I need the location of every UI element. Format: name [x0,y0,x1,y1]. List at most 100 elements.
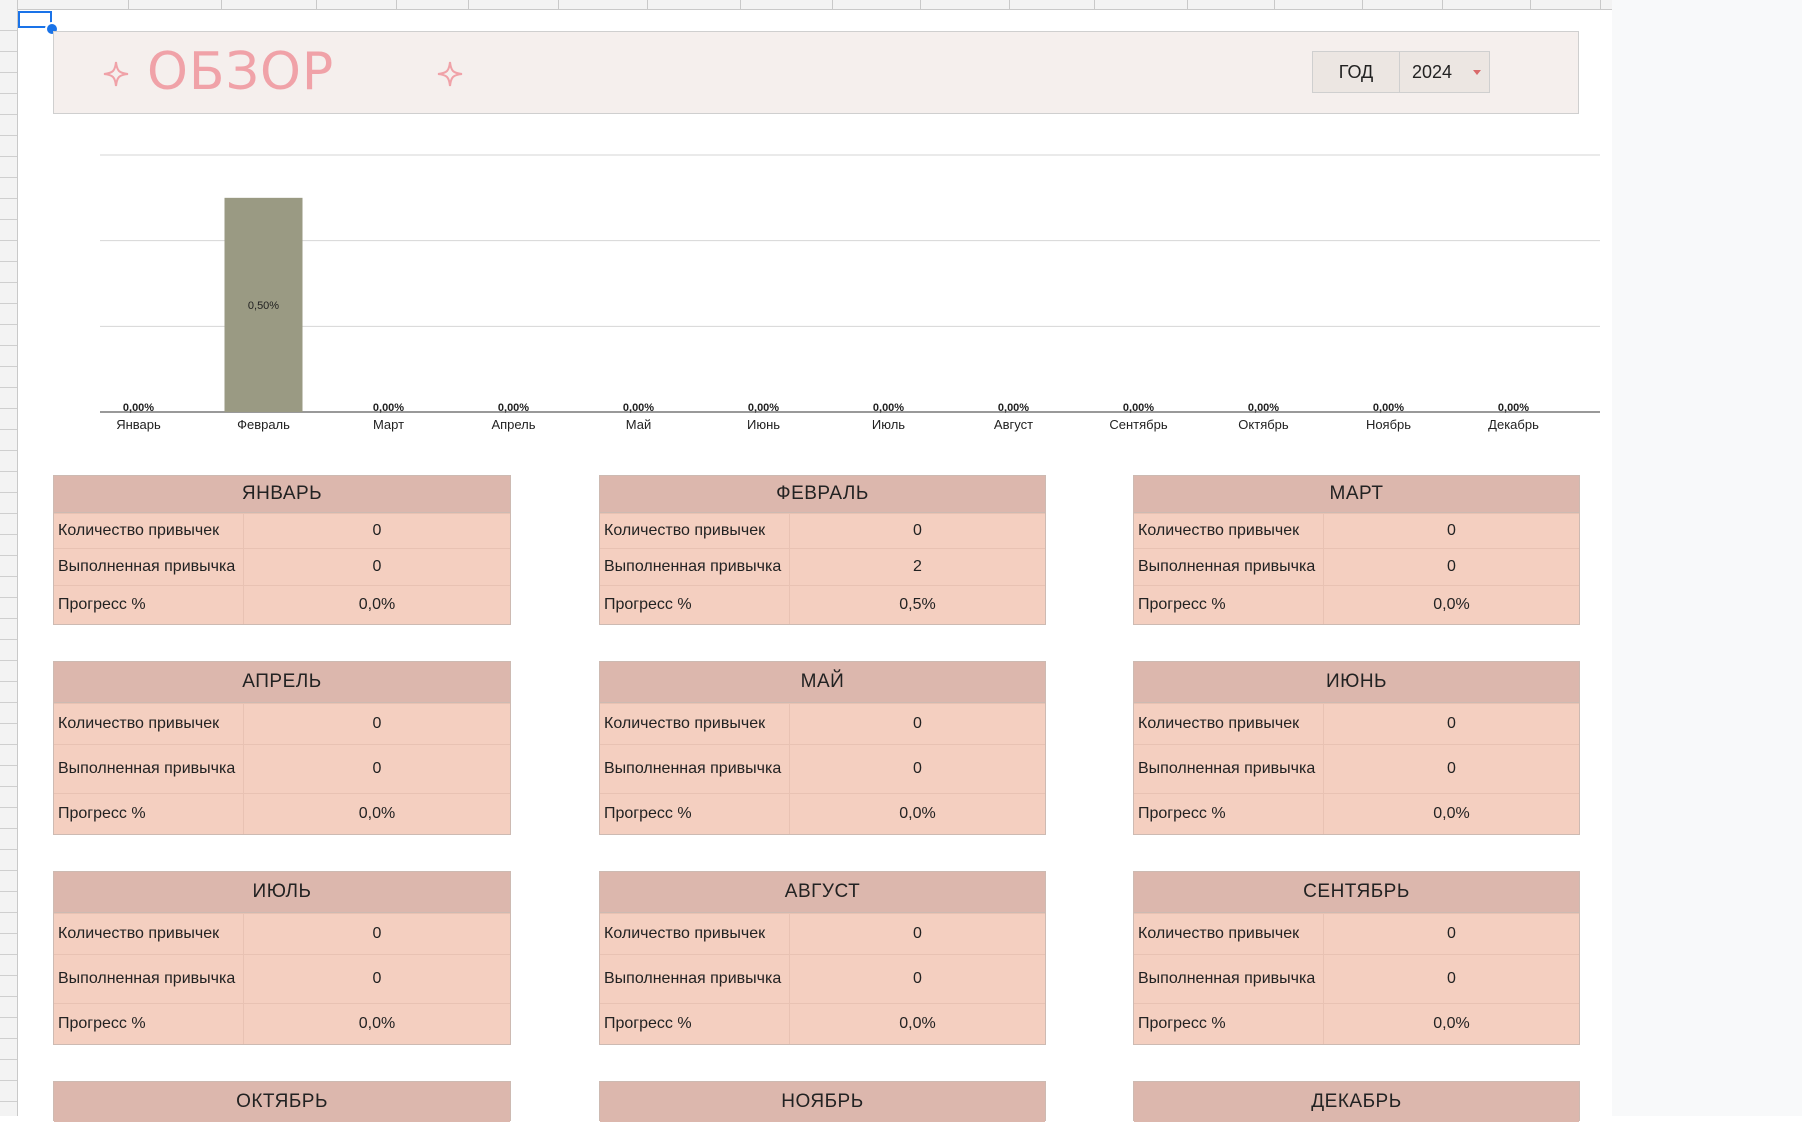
selected-cell[interactable] [18,11,52,28]
habits-count-value[interactable]: 0 [913,925,922,942]
month-row-done-count: Выполненная привычка 0 [1134,954,1579,1003]
habits-count-label: Количество привычек [1134,914,1324,954]
month-card-10: ОКТЯБРЬ [53,1081,511,1122]
done-count-label: Выполненная привычка [600,549,790,585]
month-title: СЕНТЯБРЬ [1134,872,1579,913]
chevron-down-icon[interactable] [1473,70,1481,75]
month-row-progress-percent: Прогресс % 0,0% [600,1003,1045,1044]
data-label: 0,00% [1498,402,1529,414]
month-title: ДЕКАБРЬ [1134,1082,1579,1122]
year-label: ГОД [1312,51,1400,93]
progress-percent-label: Прогресс % [54,586,244,624]
progress-percent-label: Прогресс % [1134,586,1324,624]
done-count-value[interactable]: 0 [1447,558,1456,575]
progress-percent-label: Прогресс % [600,586,790,624]
month-title: ФЕВРАЛЬ [600,476,1045,513]
month-row-habits-count: Количество привычек 0 [600,703,1045,744]
month-title: НОЯБРЬ [600,1082,1045,1122]
month-row-habits-count: Количество привычек 0 [54,913,510,954]
done-count-value[interactable]: 0 [913,970,922,987]
done-count-value[interactable]: 0 [372,558,382,575]
done-count-label: Выполненная привычка [54,549,244,585]
x-tick-label: Апрель [491,417,535,432]
month-row-done-count: Выполненная привычка 0 [1134,548,1579,585]
habits-count-value[interactable]: 0 [913,522,922,539]
progress-percent-value[interactable]: 0,0% [358,1015,396,1032]
month-row-done-count: Выполненная привычка 0 [54,744,510,793]
month-title: АПРЕЛЬ [54,662,510,703]
month-row-habits-count: Количество привычек 0 [1134,913,1579,954]
progress-percent-value[interactable]: 0,0% [899,1015,936,1032]
habits-count-label: Количество привычек [1134,514,1324,548]
month-card-6: ИЮНЬ Количество привычек 0 Выполненная прив… [1133,661,1580,835]
data-label: 0,00% [1373,402,1404,414]
progress-percent-label: Прогресс % [600,1004,790,1044]
progress-percent-value[interactable]: 0,0% [1433,1015,1470,1032]
progress-percent-value[interactable]: 0,0% [1433,805,1470,822]
page-title: ОБЗОР [147,42,335,102]
month-title: ОКТЯБРЬ [54,1082,510,1122]
month-row-habits-count: Количество привычек 0 [1134,513,1579,548]
sparkle-icon [437,61,463,87]
progress-percent-value[interactable]: 0,0% [358,596,396,613]
month-row-done-count: Выполненная привычка 0 [54,954,510,1003]
habits-count-value[interactable]: 0 [1447,715,1456,732]
habits-count-value[interactable]: 0 [1447,925,1456,942]
done-count-value[interactable]: 0 [913,760,922,777]
month-card-2: ФЕВРАЛЬ Количество привычек 0 Выполненная п… [599,475,1046,625]
habits-count-value[interactable]: 0 [372,522,382,539]
bar-2[interactable] [224,197,303,412]
month-row-progress-percent: Прогресс % 0,0% [1134,1003,1579,1044]
month-row-progress-percent: Прогресс % 0,0% [54,585,510,624]
x-tick-label: Сентябрь [1109,417,1167,432]
progress-percent-label: Прогресс % [54,794,244,834]
habits-count-value[interactable]: 0 [372,925,382,942]
month-card-7: ИЮЛЬ Количество привычек 0 Выполненная прив… [53,871,511,1045]
data-label: 0,00% [498,402,529,414]
done-count-value[interactable]: 0 [372,760,382,777]
done-count-value[interactable]: 2 [913,558,922,575]
data-label: 0,00% [123,402,154,414]
progress-percent-label: Прогресс % [1134,1004,1324,1044]
done-count-value[interactable]: 0 [1447,760,1456,777]
habits-count-value[interactable]: 0 [1447,522,1456,539]
month-card-11: НОЯБРЬ [599,1081,1046,1122]
progress-percent-value[interactable]: 0,0% [1433,596,1470,613]
x-tick-label: Январь [116,417,161,432]
month-row-habits-count: Количество привычек 0 [600,513,1045,548]
progress-percent-value[interactable]: 0,0% [899,805,936,822]
habits-count-value[interactable]: 0 [372,715,382,732]
overview-header: ОБЗОР ГОД 2024 [53,31,1579,114]
done-count-value[interactable]: 0 [1447,970,1456,987]
habits-count-value[interactable]: 0 [913,715,922,732]
column-header-strip [0,0,1612,10]
year-dropdown[interactable]: 2024 [1400,51,1490,93]
progress-percent-label: Прогресс % [54,1004,244,1044]
done-count-label: Выполненная привычка [600,955,790,1003]
progress-percent-value[interactable]: 0,0% [358,805,396,822]
month-row-habits-count: Количество привычек 0 [54,703,510,744]
month-row-done-count: Выполненная привычка 0 [54,548,510,585]
progress-percent-label: Прогресс % [1134,794,1324,834]
month-row-done-count: Выполненная привычка 0 [1134,744,1579,793]
month-row-progress-percent: Прогресс % 0,5% [600,585,1045,624]
progress-percent-value[interactable]: 0,5% [899,596,936,613]
month-card-12: ДЕКАБРЬ [1133,1081,1580,1122]
month-row-progress-percent: Прогресс % 0,0% [1134,793,1579,834]
month-title: АВГУСТ [600,872,1045,913]
habits-count-label: Количество привычек [54,514,244,548]
month-card-8: АВГУСТ Количество привычек 0 Выполненная пр… [599,871,1046,1045]
x-tick-label: Август [994,417,1033,432]
data-label: 0,00% [873,402,904,414]
done-count-label: Выполненная привычка [1134,745,1324,793]
x-tick-label: Декабрь [1488,417,1539,432]
month-card-4: АПРЕЛЬ Количество привычек 0 Выполненная пр… [53,661,511,835]
x-tick-label: Июнь [747,417,780,432]
done-count-label: Выполненная привычка [54,745,244,793]
x-tick-label: Май [626,417,651,432]
month-row-progress-percent: Прогресс % 0,0% [54,793,510,834]
month-title: МАЙ [600,662,1045,703]
done-count-value[interactable]: 0 [372,970,382,987]
data-label: 0,00% [1123,402,1154,414]
x-tick-label: Октябрь [1238,417,1289,432]
